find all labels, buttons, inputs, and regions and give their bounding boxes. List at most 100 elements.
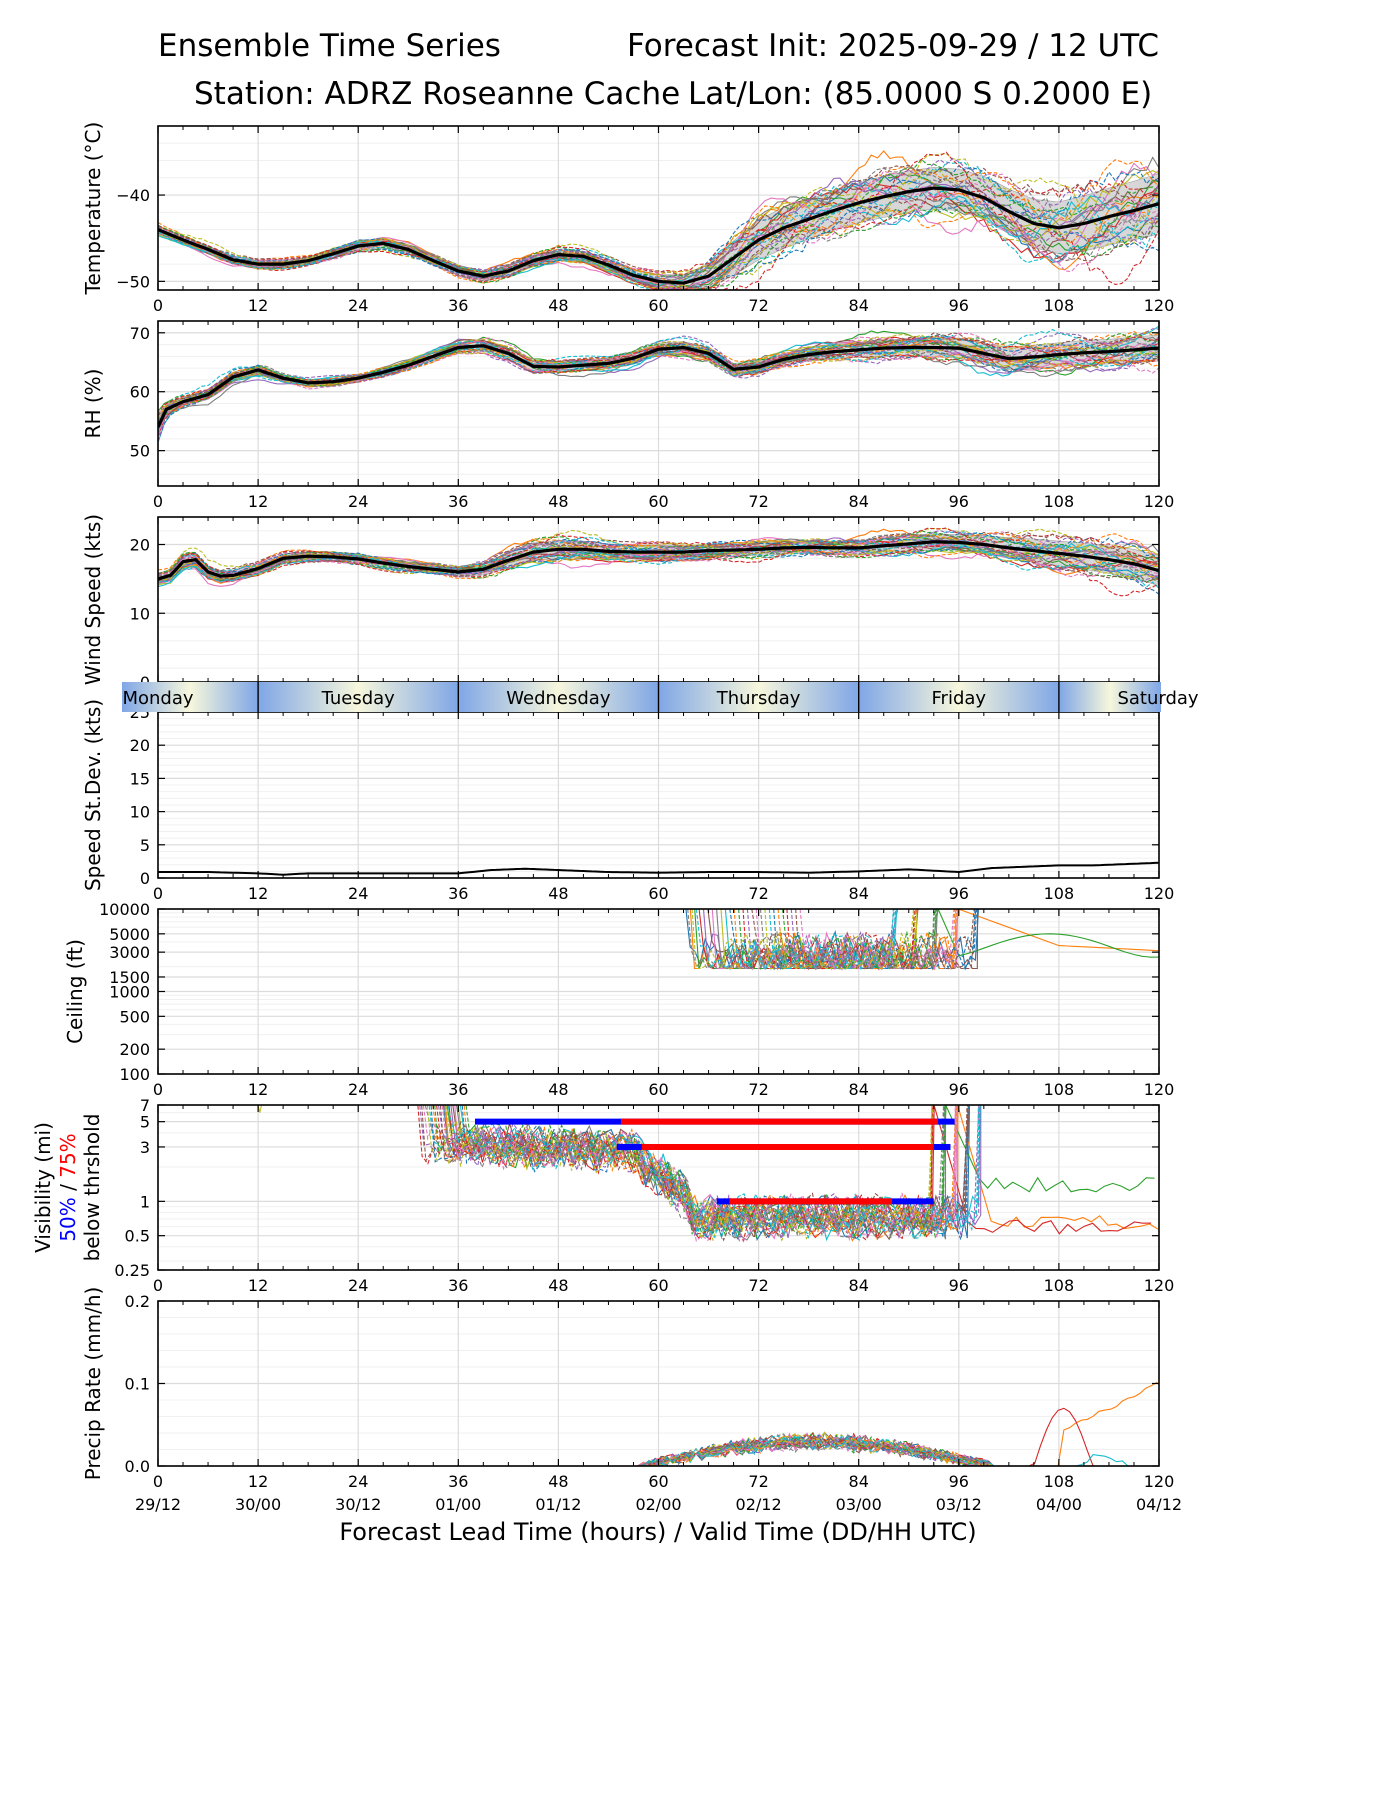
panel-rh: 0 12 24 36 48 60 72 84 96 108 120 50 60 70 RH (%) <box>81 320 1174 511</box>
day-cell <box>858 682 1059 712</box>
y-tick-label: 10000 <box>99 900 150 919</box>
x-tick-label: 96 <box>949 1472 969 1491</box>
day-cell <box>122 682 259 712</box>
ensemble-member-line <box>158 328 1159 425</box>
y-tick-label: 5 <box>140 836 150 855</box>
day-cell <box>1058 682 1161 712</box>
x-tick-label: 84 <box>849 492 869 511</box>
ensemble-member-line <box>426 1105 934 1242</box>
y-axis-label: Visibility (mi) <box>31 1122 55 1253</box>
x-tick-label: 60 <box>648 1080 668 1099</box>
x-tick-label: 84 <box>849 884 869 903</box>
x-tick-label: 72 <box>748 296 768 315</box>
x-tick-label: 0 <box>153 1472 163 1491</box>
pct50-label: 50% <box>56 1197 80 1241</box>
ensemble-member-line <box>158 182 1159 290</box>
x-tick-label: 84 <box>849 296 869 315</box>
x-tick-label: 96 <box>949 296 969 315</box>
x-tick-label: 12 <box>248 1276 268 1295</box>
day-label: Wednesday <box>506 688 611 709</box>
x-tick-label: 0 <box>153 1080 163 1099</box>
day-label: Saturday <box>1117 688 1198 709</box>
x-tick-label: 96 <box>949 1080 969 1099</box>
x-tick-label: 72 <box>748 1472 768 1491</box>
ensemble-member-line <box>491 1431 1158 1466</box>
y-tick-label: 0.0 <box>125 1457 150 1476</box>
x-tick-label: 24 <box>348 884 368 903</box>
x-tick-label: 24 <box>348 492 368 511</box>
ensemble-member-line <box>751 909 977 970</box>
day-band: Monday Tuesday Wednesday Thursday Friday Satu… <box>122 682 1199 712</box>
x-tick-label: 120 <box>1144 1276 1175 1295</box>
ensemble-member-line <box>158 325 1159 443</box>
x-tick-label: 36 <box>448 1080 468 1099</box>
y-tick-label: −50 <box>116 272 150 291</box>
ensemble-member-line <box>441 1105 956 1242</box>
panel-ceiling: 0 12 24 36 48 60 72 84 96 108 120 100 200 500 10001500… <box>63 900 1174 1099</box>
ensemble-member-line <box>491 1435 1158 1466</box>
x-tick-label: 120 <box>1144 296 1175 315</box>
ensemble-member-line <box>158 539 1159 583</box>
y-tick-label: 7 <box>140 1096 150 1115</box>
ensemble-member-line <box>158 533 1159 582</box>
valid-time-label: 30/00 <box>235 1495 281 1514</box>
x-tick-label: 60 <box>648 492 668 511</box>
day-cell <box>258 682 459 712</box>
ensemble-member-line <box>158 533 1159 584</box>
day-label: Friday <box>932 688 987 709</box>
x-tick-label: 12 <box>248 1080 268 1099</box>
ensemble-member-line <box>430 1105 969 1242</box>
latlon-label: Lat/Lon: (85.0000 S 0.2000 E) <box>688 76 1153 112</box>
ensemble-member-line <box>685 909 980 971</box>
ensemble-member-line <box>445 1105 933 1241</box>
y-tick-label: 15 <box>130 769 150 788</box>
y-tick-label: −40 <box>116 186 150 205</box>
y-tick-label: 20 <box>130 736 150 755</box>
y-tick-label: 10 <box>130 604 150 623</box>
ensemble-member-line <box>443 1105 945 1239</box>
series-precip <box>491 1381 1158 1466</box>
y-tick-label: 0 <box>140 869 150 888</box>
ensemble-member-line <box>463 1105 958 1240</box>
ensemble-member-line <box>158 179 1159 281</box>
y-axis-label: Ceiling (ft) <box>63 939 87 1044</box>
x-tick-label: 12 <box>248 492 268 511</box>
station-label: Station: ADRZ Roseanne Cache <box>194 76 681 112</box>
series-rh <box>158 325 1159 443</box>
ensemble-member-line <box>447 1105 979 1240</box>
x-tick-label: 84 <box>849 1472 869 1491</box>
series-vis <box>257 1105 1159 1243</box>
y-tick-label: 0.1 <box>125 1375 150 1394</box>
y-axis-label: Wind Speed (kts) <box>81 514 105 685</box>
y-tick-label: 500 <box>119 1007 150 1026</box>
day-label: Tuesday <box>321 688 396 709</box>
day-label: Monday <box>122 688 193 709</box>
panel-vis: 0 12 24 36 48 60 72 84 96 108 120 0.25 0.5 1 3 57 Visibi… <box>31 1096 1174 1295</box>
x-tick-label: 36 <box>448 1276 468 1295</box>
x-tick-label: 36 <box>448 492 468 511</box>
y-tick-label: 0.2 <box>125 1292 150 1311</box>
ensemble-member-line <box>491 1381 1158 1466</box>
x-tick-label: 72 <box>748 1080 768 1099</box>
x-tick-label: 108 <box>1044 1080 1075 1099</box>
x-tick-label: 84 <box>849 1080 869 1099</box>
x-tick-label: 60 <box>648 1276 668 1295</box>
ensemble-member-line <box>795 909 975 971</box>
x-tick-label: 36 <box>448 884 468 903</box>
ensemble-member-line <box>158 337 1159 422</box>
day-cell <box>458 682 659 712</box>
ensemble-member-line <box>438 1105 980 1241</box>
ensemble-mean-line <box>158 540 1159 581</box>
ensemble-member-line <box>158 332 1159 417</box>
y-axis-label-threshold: below thrshold <box>80 1114 104 1262</box>
y-axis-label: Precip Rate (mm/h) <box>81 1287 105 1481</box>
pct75-label: 75% <box>56 1133 80 1177</box>
chart-title: Ensemble Time Series <box>158 28 501 64</box>
x-tick-label: 72 <box>748 884 768 903</box>
x-tick-label: 108 <box>1044 296 1075 315</box>
x-tick-label: 120 <box>1144 884 1175 903</box>
panel-temp: 0 12 24 36 48 60 72 84 96 108 120 −50 −40 Temperature… <box>81 122 1174 315</box>
valid-time-label: 02/12 <box>736 1495 782 1514</box>
x-axis-label: Forecast Lead Time (hours) / Valid Time … <box>339 1518 976 1546</box>
